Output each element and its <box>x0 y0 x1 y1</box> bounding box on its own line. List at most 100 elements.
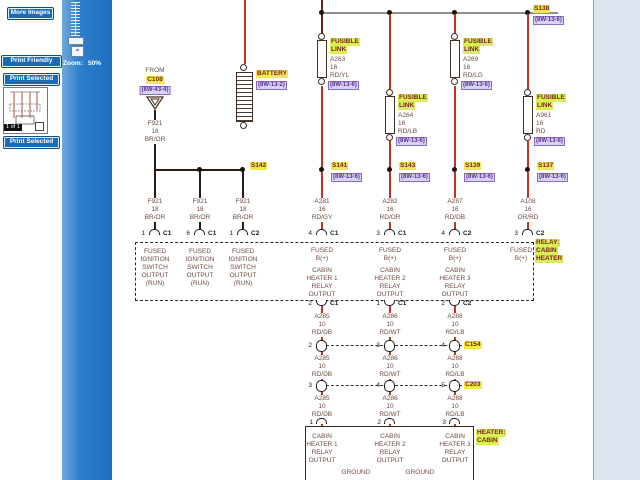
zoom-out-button[interactable]: = <box>71 46 84 57</box>
connector-name: C1 <box>163 230 172 237</box>
fusible-link-tag: FUSIBLE <box>398 94 428 102</box>
relay-box-label: B(+) <box>448 255 462 262</box>
toolbar-panel <box>62 0 112 480</box>
wire-color: RD/GY <box>310 214 334 222</box>
fusible-link-tag: FUSIBLE <box>330 38 360 46</box>
wire-color: BR/OR <box>231 214 255 222</box>
cabin-heater-block <box>305 426 474 480</box>
thumbnail-page-indicator: 1 of 1 <box>4 124 22 131</box>
relay-box-tag: HEATER <box>535 255 564 263</box>
relay-box-label: FUSED <box>231 248 255 255</box>
fusible-link-terminal-icon <box>451 33 458 40</box>
page-background <box>594 0 640 480</box>
more-images-button[interactable]: More Images <box>7 7 54 20</box>
splice-label: S137 <box>537 162 555 170</box>
connector-pin-icon <box>384 229 395 235</box>
relay-box-label: FUSED <box>509 247 533 254</box>
inline-connector-icon <box>316 380 327 386</box>
wire-color: RD/DB <box>310 411 334 419</box>
splice-dot <box>240 167 245 172</box>
splice-dot <box>525 167 530 172</box>
connector-pin-icon <box>237 229 248 235</box>
splice-ref: (8W-13-6) <box>533 16 564 25</box>
wire-color: BR/OR <box>143 214 167 222</box>
fusible-link-gauge: 16 <box>330 64 338 71</box>
splice-ref: (8W-13-6) <box>537 173 568 182</box>
heater-box-label: CABIN <box>312 433 332 440</box>
fusible-link-color: RD <box>536 128 546 135</box>
wire-color: BR/OR <box>188 214 212 222</box>
fusible-link-icon <box>385 96 395 134</box>
relay-box-label: OUTPUT <box>376 291 404 298</box>
battery-label: BATTERY <box>256 70 288 78</box>
connector-name: C1 <box>398 300 407 307</box>
wire-circuit: A286 <box>381 395 399 403</box>
relay-box-label: B(+) <box>514 255 528 262</box>
wire-segment <box>389 140 391 170</box>
fusible-link-circuit: A961 <box>536 112 552 119</box>
splice-dot <box>525 10 530 15</box>
splice-label: S141 <box>331 162 349 170</box>
fusible-link-tag: LINK <box>463 46 481 54</box>
wire-battery-feed <box>321 0 323 34</box>
inline-connector-icon <box>449 386 460 392</box>
wire-gauge: 10 <box>385 321 395 329</box>
fusible-link-color: RD/LG <box>463 72 483 79</box>
battery-ref: (8W-13-2) <box>256 81 287 90</box>
wire-gauge: 10 <box>317 403 327 411</box>
zoom-slider-handle[interactable] <box>68 37 84 45</box>
wire-color: RD/LB <box>444 411 466 419</box>
pin-number: 2 <box>441 300 445 307</box>
wire-circuit: A108 <box>519 198 537 206</box>
print-selected-button[interactable]: Print Selected <box>3 73 60 86</box>
relay-box-label: FUSED <box>378 247 402 254</box>
wire-circuit: A286 <box>381 313 399 321</box>
connector-name: C1 <box>330 230 339 237</box>
relay-box-label: OUTPUT <box>141 272 169 279</box>
wire-color: OR/RD <box>516 214 540 222</box>
heater-box-label: CABIN <box>380 433 400 440</box>
pin-number: 1 <box>376 300 380 307</box>
relay-box-label: (RUN) <box>190 280 210 287</box>
inline-connector-icon <box>384 386 395 392</box>
thumbnail-checkbox[interactable] <box>35 122 44 131</box>
connector-pin-icon <box>316 300 327 306</box>
from-connector-name: C108 <box>146 76 164 84</box>
wire-gauge: 10 <box>450 363 460 371</box>
fusible-link-icon <box>450 40 460 78</box>
wire-segment <box>454 14 456 34</box>
from-label: FROM <box>145 67 165 74</box>
relay-box-label: FUSED <box>188 248 212 255</box>
wire-circuit: F921 <box>234 198 252 206</box>
connector-name: C2 <box>536 230 545 237</box>
relay-box-label: CABIN <box>312 267 332 274</box>
wire-color: RD/LB <box>444 371 466 379</box>
pin-number: 5 <box>441 382 445 389</box>
battery-terminal-icon <box>240 64 247 71</box>
relay-box-label: HEATER 2 <box>374 275 406 282</box>
zoom-value: 50% <box>88 60 102 67</box>
heater-box-label: OUTPUT <box>376 457 404 464</box>
relay-box-label: HEATER 1 <box>306 275 338 282</box>
pin-number: 4 <box>308 230 312 237</box>
print-selected-button-2[interactable]: Print Selected <box>3 136 60 149</box>
connector-name: C1 <box>330 300 339 307</box>
heater-box-label: HEATER 3 <box>439 441 471 448</box>
wire-segment <box>154 110 156 235</box>
connector-pin-icon <box>449 229 460 235</box>
wire-circuit: F921 <box>146 120 164 128</box>
heater-box-label: CABIN <box>445 433 465 440</box>
wire-color: RD/DB <box>443 214 467 222</box>
splice-dot <box>319 167 324 172</box>
relay-box-label: OUTPUT <box>308 291 336 298</box>
relay-box-label: FUSED <box>143 248 167 255</box>
pin-number: 2 <box>308 300 312 307</box>
pin-number: 1 <box>141 230 145 237</box>
print-friendly-button[interactable]: Print Friendly <box>1 55 62 68</box>
wire-color: RD/DB <box>310 371 334 379</box>
bus-line <box>322 12 558 14</box>
connector-pin-icon <box>316 418 327 424</box>
connector-name: C2 <box>463 300 472 307</box>
wire-color: RD/WT <box>378 371 402 379</box>
